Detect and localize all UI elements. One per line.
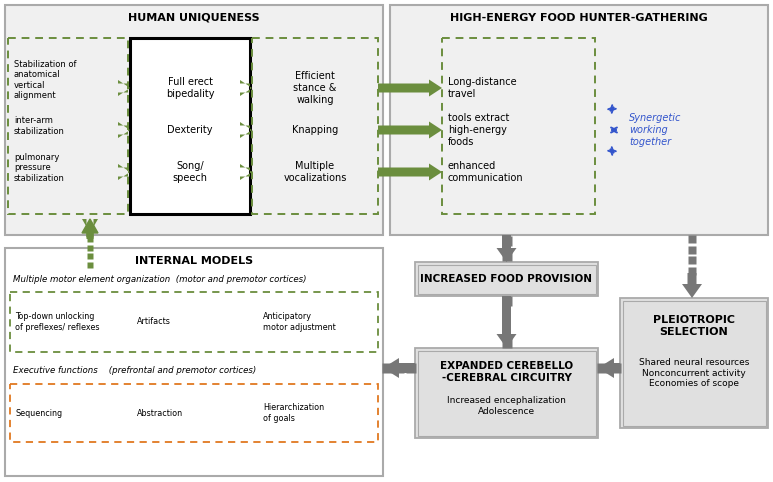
Text: Sequencing: Sequencing (15, 409, 62, 417)
Text: Abstraction: Abstraction (137, 409, 183, 417)
Bar (417, 265, 595, 294)
Bar (622, 300, 765, 426)
Polygon shape (240, 164, 252, 180)
Text: PLEIOTROPIC: PLEIOTROPIC (653, 315, 735, 325)
Bar (8, 38, 128, 214)
Polygon shape (378, 121, 442, 138)
Text: Multiple motor element organization  (motor and premotor cortices): Multiple motor element organization (mot… (13, 275, 307, 284)
Bar (415, 348, 598, 438)
Bar (5, 248, 383, 476)
Bar (10, 292, 378, 352)
Polygon shape (118, 80, 130, 96)
Bar (442, 38, 595, 214)
Text: Efficient
stance &
walking: Efficient stance & walking (293, 71, 337, 105)
FancyArrow shape (82, 219, 98, 237)
Polygon shape (240, 122, 252, 138)
Text: Full erect
bipedality: Full erect bipedality (165, 77, 214, 99)
Text: Hierarchization
of goals: Hierarchization of goals (263, 403, 324, 423)
Polygon shape (383, 358, 415, 378)
Bar (415, 262, 598, 296)
Text: HUMAN UNIQUENESS: HUMAN UNIQUENESS (128, 13, 260, 23)
Text: -CEREBRAL CIRCUITRY: -CEREBRAL CIRCUITRY (441, 373, 571, 383)
Polygon shape (378, 163, 442, 180)
Polygon shape (378, 80, 442, 96)
Polygon shape (496, 235, 516, 262)
Text: INTERNAL MODELS: INTERNAL MODELS (135, 256, 253, 266)
Text: EXPANDED CEREBELLO: EXPANDED CEREBELLO (440, 361, 573, 371)
Text: enhanced
communication: enhanced communication (448, 161, 523, 183)
Polygon shape (682, 273, 702, 298)
Polygon shape (598, 358, 620, 378)
Text: inter-arm
stabilization: inter-arm stabilization (14, 116, 65, 136)
Bar (252, 38, 378, 214)
Text: Shared neural resources
Nonconcurrent activity
Economies of scope: Shared neural resources Nonconcurrent ac… (638, 358, 749, 388)
Bar (10, 384, 378, 442)
Text: Dexterity: Dexterity (167, 125, 213, 135)
Text: Anticipatory
motor adjustment: Anticipatory motor adjustment (263, 312, 335, 332)
Text: Top-down unlocking
of preflexes/ reflexes: Top-down unlocking of preflexes/ reflexe… (15, 312, 100, 332)
Bar (5, 5, 383, 235)
Text: Song/
speech: Song/ speech (172, 161, 207, 183)
Text: Long-distance
travel: Long-distance travel (448, 77, 516, 99)
Polygon shape (118, 122, 130, 138)
Bar (130, 38, 250, 214)
Text: Artifacts: Artifacts (137, 318, 171, 326)
Polygon shape (82, 219, 98, 239)
Text: Increased encephalization
Adolescence: Increased encephalization Adolescence (447, 396, 566, 415)
Polygon shape (496, 296, 516, 348)
Text: tools extract
high-energy
foods: tools extract high-energy foods (448, 113, 509, 147)
Text: INCREASED FOOD PROVISION: INCREASED FOOD PROVISION (421, 274, 592, 284)
Text: HIGH-ENERGY FOOD HUNTER-GATHERING: HIGH-ENERGY FOOD HUNTER-GATHERING (450, 13, 708, 23)
Polygon shape (240, 80, 252, 96)
Text: pulmonary
pressure
stabilization: pulmonary pressure stabilization (14, 153, 65, 183)
Text: Executive functions    (prefrontal and premotor cortices): Executive functions (prefrontal and prem… (13, 366, 257, 375)
Text: Multiple
vocalizations: Multiple vocalizations (284, 161, 346, 183)
Text: Stabilization of
anatomical
vertical
alignment: Stabilization of anatomical vertical ali… (14, 60, 77, 100)
Text: Knapping: Knapping (292, 125, 338, 135)
Bar (417, 350, 595, 436)
Bar (390, 5, 768, 235)
Bar (620, 298, 768, 428)
Text: SELECTION: SELECTION (659, 327, 728, 337)
Text: Synergetic
working
together: Synergetic working together (629, 113, 681, 147)
Polygon shape (118, 164, 130, 180)
